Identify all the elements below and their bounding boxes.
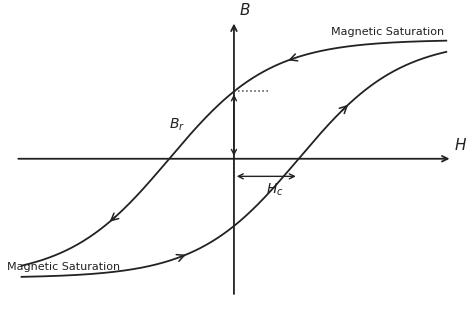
- Text: B: B: [240, 3, 251, 18]
- Text: $H_c$: $H_c$: [265, 182, 283, 198]
- Text: $B_r$: $B_r$: [169, 117, 185, 133]
- Text: Magnetic Saturation: Magnetic Saturation: [8, 262, 120, 272]
- Text: H: H: [455, 138, 466, 153]
- Text: Magnetic Saturation: Magnetic Saturation: [331, 27, 444, 36]
